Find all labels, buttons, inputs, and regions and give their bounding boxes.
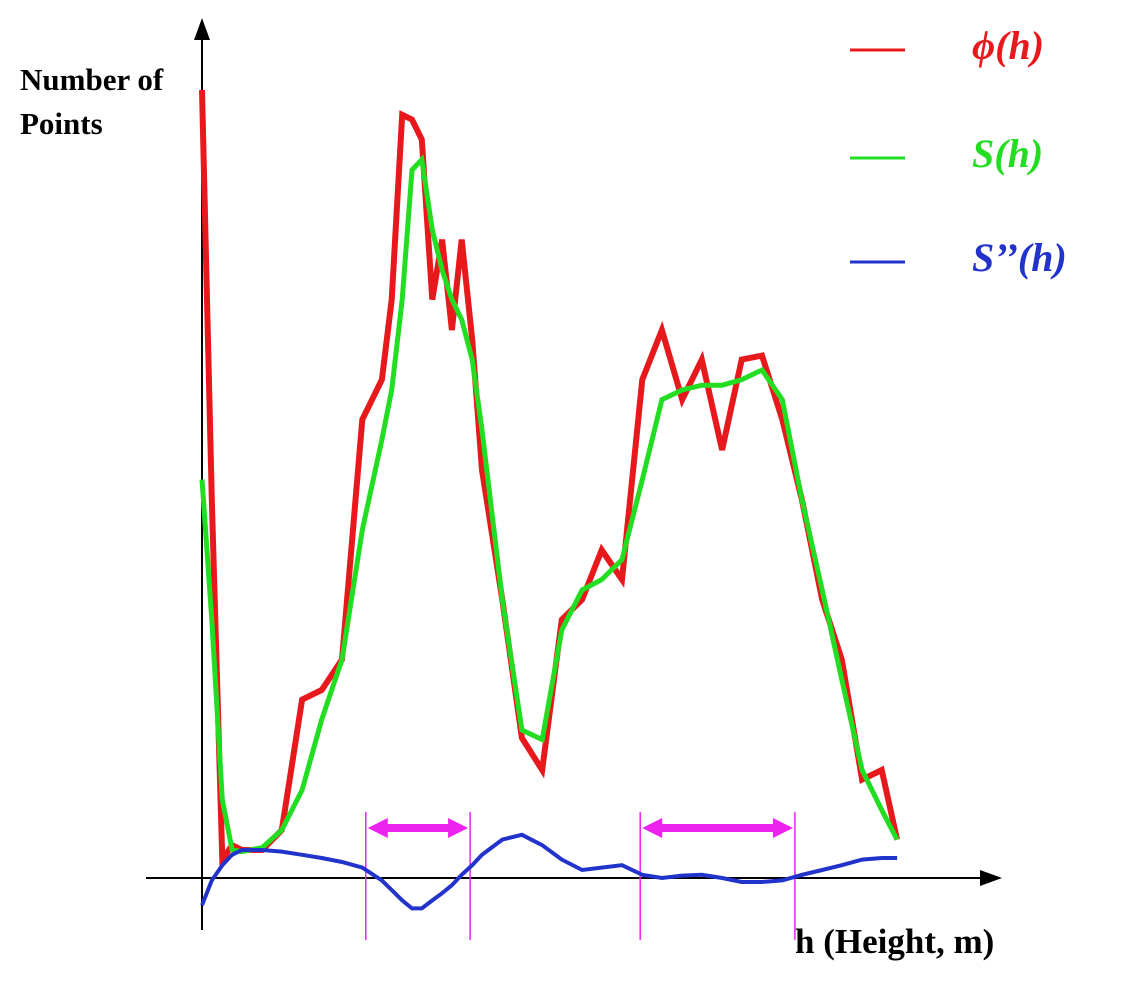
y-axis-label: Number of Points — [20, 62, 164, 141]
legend-label: ϕ(h) — [972, 23, 1044, 68]
x-axis-label: h (Height, m) — [795, 922, 995, 961]
arrow-head — [772, 818, 793, 838]
arrow-head — [367, 818, 388, 838]
series-line — [200, 832, 898, 911]
y-axis-arrow — [194, 18, 210, 40]
series-line — [199, 89, 901, 869]
series-line — [199, 154, 900, 855]
x-axis-arrow — [980, 870, 1002, 886]
arrow-head — [642, 818, 663, 838]
arrow-head — [448, 818, 469, 838]
legend-label: S’’(h) — [972, 235, 1067, 280]
legend-label: S(h) — [972, 131, 1043, 176]
